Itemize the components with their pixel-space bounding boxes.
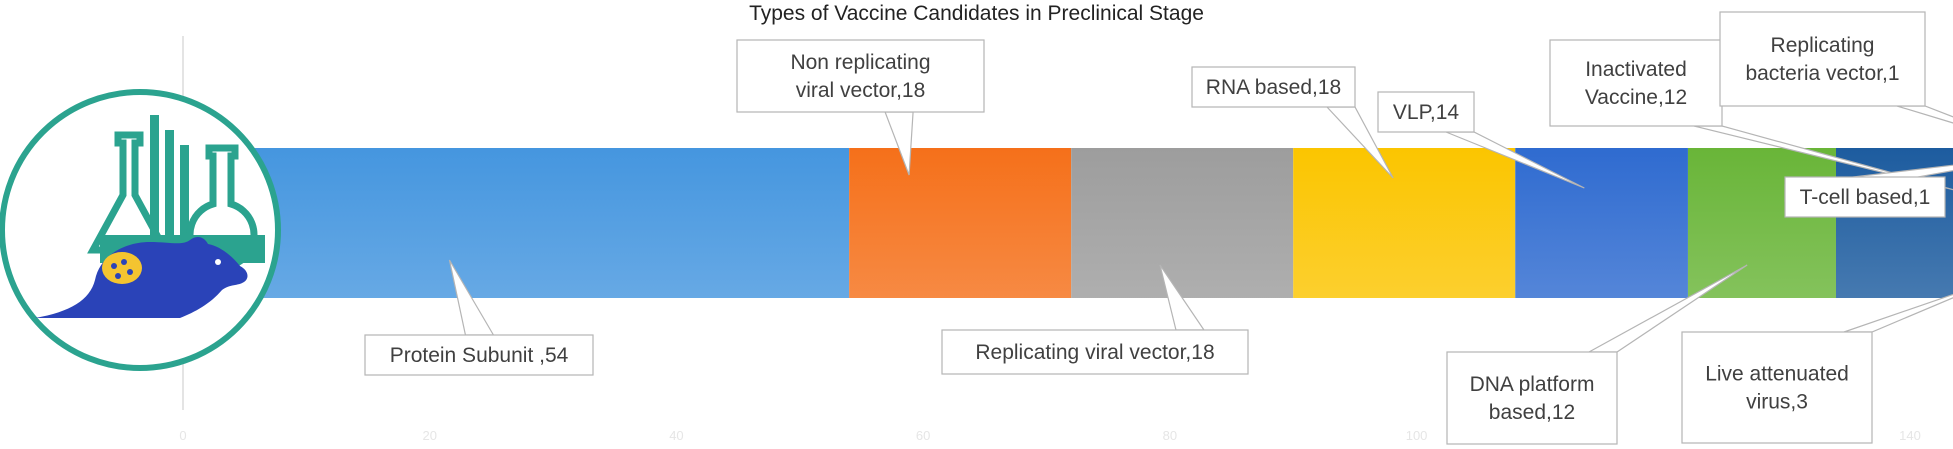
callout-rna-based: RNA based,18	[1191, 66, 1394, 179]
callout-box	[1719, 11, 1926, 107]
callout-box	[1377, 91, 1475, 133]
callout-replicating-viral-vector: Replicating viral vector,18	[941, 264, 1249, 375]
callout-box	[1681, 331, 1873, 444]
x-tick-label: 40	[669, 428, 683, 443]
callout-dna-platform-based: DNA platform based,12	[1446, 264, 1748, 445]
bar-rna-based	[1293, 148, 1516, 298]
x-tick-label: 20	[422, 428, 436, 443]
callout-t-cell-based: T-cell based,1	[1784, 164, 1953, 218]
chart-title: Types of Vaccine Candidates in Preclinic…	[749, 2, 1204, 25]
callout-vlp: VLP,14	[1377, 91, 1585, 189]
x-tick-label: 80	[1163, 428, 1177, 443]
data-label: Non replicating viral vector,18	[790, 51, 930, 102]
callout-protein-subunit: Protein Subunit ,54	[364, 259, 594, 376]
data-label: Replicating viral vector,18	[975, 341, 1214, 364]
x-tick-label: 140	[1899, 428, 1921, 443]
data-label: RNA based,18	[1206, 76, 1341, 99]
callout-non-replicating-viral-vector: Non replicating viral vector,18	[736, 39, 985, 176]
bar-protein-subunit	[183, 148, 850, 298]
data-callouts: Protein Subunit ,54 Non replicating viral …	[364, 11, 1953, 445]
x-tick-label: 100	[1406, 428, 1428, 443]
callout-box	[1446, 351, 1618, 445]
callout-live-attenuated-virus: Live attenuated virus,3	[1681, 293, 1953, 444]
x-tick-label: 60	[916, 428, 930, 443]
callout-box	[1784, 176, 1946, 218]
callout-box	[364, 334, 594, 376]
data-label: Replicating bacteria vector,1	[1745, 34, 1899, 85]
x-axis-ticks: 0 20 40 60 80 100 140	[179, 428, 1920, 443]
callout-box	[1549, 39, 1723, 127]
callout-replicating-bacteria-vector: Replicating bacteria vector,1	[1719, 11, 1953, 124]
data-label: Protein Subunit ,54	[390, 344, 569, 367]
bar-non-replicating-viral-vector	[849, 148, 1072, 298]
data-label: T-cell based,1	[1800, 186, 1931, 209]
data-label: VLP,14	[1393, 101, 1459, 124]
callout-box	[1191, 66, 1356, 108]
data-label: Live attenuated virus,3	[1705, 363, 1849, 414]
data-label: Inactivated Vaccine,12	[1585, 58, 1687, 109]
lab-mouse-icon	[0, 89, 281, 371]
callout-box	[941, 329, 1249, 375]
bar-segments	[183, 148, 1953, 298]
callout-box	[736, 39, 985, 113]
data-label: DNA platform based,12	[1470, 373, 1595, 424]
bar-vlp	[1515, 148, 1688, 298]
x-tick-label: 0	[179, 428, 186, 443]
bar-replicating-viral-vector	[1071, 148, 1294, 298]
callout-inactivated-vaccine: Inactivated Vaccine,12	[1549, 39, 1953, 191]
bar-dna-platform-based	[1687, 148, 1836, 298]
